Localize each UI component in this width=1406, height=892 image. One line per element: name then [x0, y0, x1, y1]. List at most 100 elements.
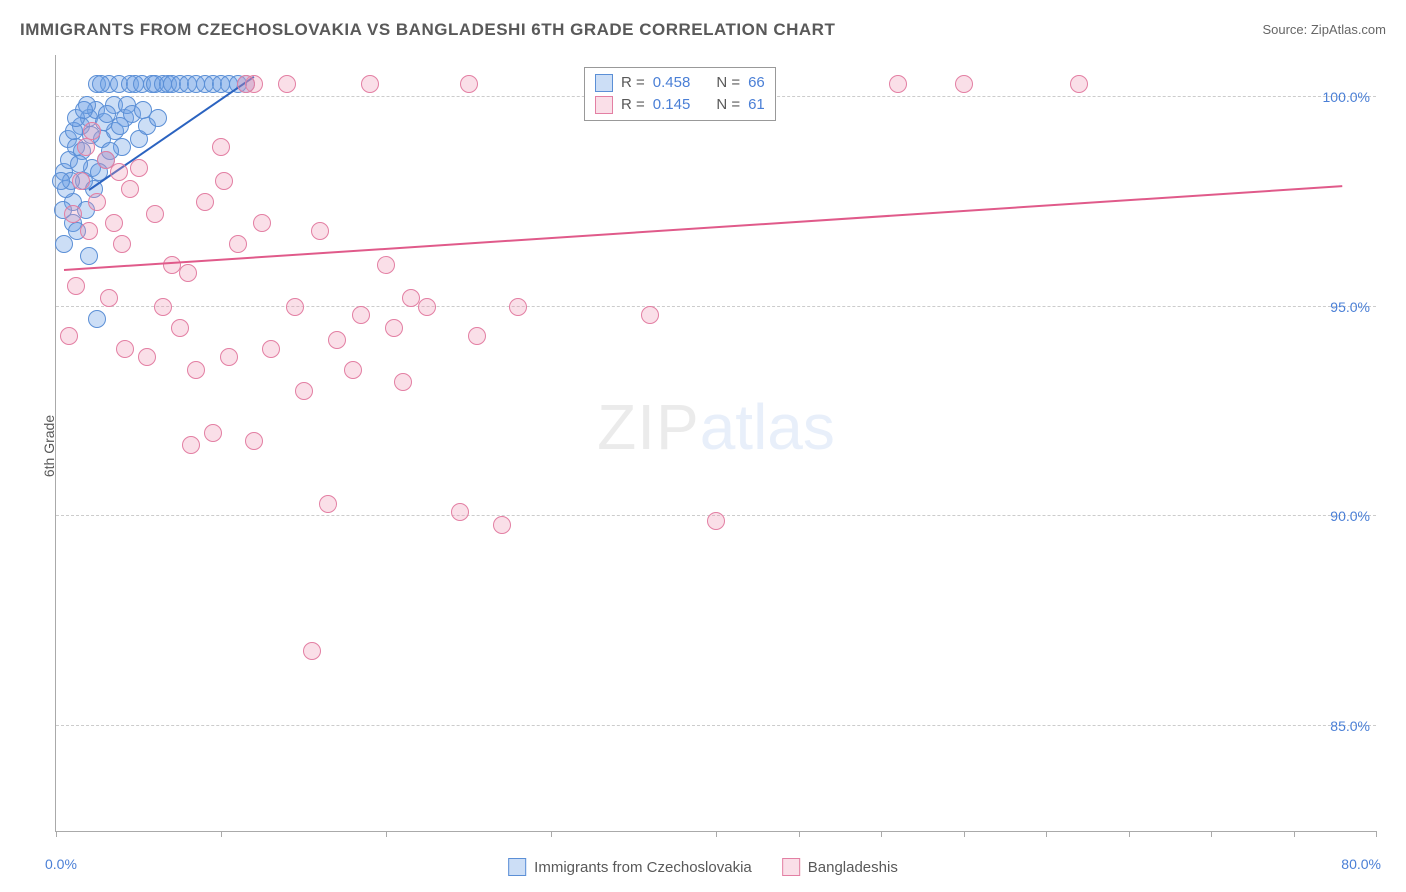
- scatter-point: [493, 516, 511, 534]
- scatter-point: [707, 512, 725, 530]
- scatter-point: [196, 193, 214, 211]
- x-tick: [881, 831, 882, 837]
- scatter-point: [262, 340, 280, 358]
- scatter-point: [295, 382, 313, 400]
- x-tick: [221, 831, 222, 837]
- legend-swatch: [782, 858, 800, 876]
- scatter-point: [83, 122, 101, 140]
- scatter-point: [220, 348, 238, 366]
- x-tick: [1046, 831, 1047, 837]
- chart-title: IMMIGRANTS FROM CZECHOSLOVAKIA VS BANGLA…: [20, 20, 835, 40]
- x-tick: [1211, 831, 1212, 837]
- stats-row: R = 0.145N = 61: [595, 94, 765, 116]
- scatter-point: [88, 310, 106, 328]
- scatter-point: [328, 331, 346, 349]
- stats-legend: R = 0.458N = 66R = 0.145N = 61: [584, 67, 776, 121]
- scatter-point: [1070, 75, 1088, 93]
- r-label: R =: [621, 96, 645, 113]
- scatter-point: [361, 75, 379, 93]
- scatter-point: [187, 361, 205, 379]
- scatter-point: [460, 75, 478, 93]
- scatter-point: [116, 340, 134, 358]
- legend-swatch: [595, 74, 613, 92]
- scatter-point: [278, 75, 296, 93]
- scatter-point: [105, 214, 123, 232]
- scatter-point: [146, 205, 164, 223]
- scatter-point: [138, 348, 156, 366]
- scatter-point: [55, 235, 73, 253]
- scatter-point: [67, 277, 85, 295]
- scatter-point: [134, 101, 152, 119]
- scatter-point: [88, 193, 106, 211]
- watermark: ZIPatlas: [597, 390, 835, 464]
- source-citation: Source: ZipAtlas.com: [1262, 22, 1386, 37]
- legend-label: Immigrants from Czechoslovakia: [534, 859, 752, 876]
- scatter-point: [468, 327, 486, 345]
- chart-container: IMMIGRANTS FROM CZECHOSLOVAKIA VS BANGLA…: [0, 0, 1406, 892]
- scatter-point: [212, 138, 230, 156]
- r-value: 0.458: [653, 74, 691, 91]
- watermark-atlas: atlas: [700, 391, 835, 463]
- scatter-point: [889, 75, 907, 93]
- source-prefix: Source:: [1262, 22, 1310, 37]
- source-link[interactable]: ZipAtlas.com: [1311, 22, 1386, 37]
- x-tick: [964, 831, 965, 837]
- scatter-point: [311, 222, 329, 240]
- scatter-point: [509, 298, 527, 316]
- scatter-point: [344, 361, 362, 379]
- x-tick: [1294, 831, 1295, 837]
- scatter-point: [955, 75, 973, 93]
- scatter-point: [77, 138, 95, 156]
- scatter-point: [171, 319, 189, 337]
- legend-item: Immigrants from Czechoslovakia: [508, 858, 752, 876]
- scatter-point: [418, 298, 436, 316]
- scatter-point: [215, 172, 233, 190]
- scatter-point: [80, 222, 98, 240]
- x-axis-max-label: 80.0%: [1341, 856, 1381, 872]
- scatter-point: [52, 172, 70, 190]
- scatter-point: [179, 264, 197, 282]
- x-axis-min-label: 0.0%: [45, 856, 77, 872]
- scatter-point: [402, 289, 420, 307]
- scatter-point: [75, 101, 93, 119]
- y-tick-label: 95.0%: [1330, 299, 1370, 315]
- bottom-legend: Immigrants from CzechoslovakiaBangladesh…: [508, 858, 898, 876]
- x-tick: [551, 831, 552, 837]
- scatter-point: [385, 319, 403, 337]
- plot-area: ZIPatlas 85.0%90.0%95.0%100.0%R = 0.458N…: [55, 55, 1376, 832]
- y-tick-label: 100.0%: [1323, 89, 1370, 105]
- scatter-point: [113, 235, 131, 253]
- scatter-point: [237, 75, 255, 93]
- scatter-point: [303, 642, 321, 660]
- scatter-point: [253, 214, 271, 232]
- y-tick-label: 90.0%: [1330, 508, 1370, 524]
- scatter-point: [163, 256, 181, 274]
- scatter-point: [64, 205, 82, 223]
- scatter-point: [204, 424, 222, 442]
- legend-swatch: [508, 858, 526, 876]
- x-tick: [716, 831, 717, 837]
- scatter-point: [245, 432, 263, 450]
- scatter-point: [377, 256, 395, 274]
- scatter-point: [319, 495, 337, 513]
- n-value: 61: [748, 96, 765, 113]
- x-tick: [1129, 831, 1130, 837]
- stats-row: R = 0.458N = 66: [595, 72, 765, 94]
- watermark-zip: ZIP: [597, 391, 700, 463]
- scatter-point: [72, 172, 90, 190]
- scatter-point: [110, 163, 128, 181]
- x-tick: [799, 831, 800, 837]
- scatter-point: [130, 159, 148, 177]
- y-tick-label: 85.0%: [1330, 718, 1370, 734]
- gridline: [56, 725, 1376, 726]
- scatter-point: [92, 75, 110, 93]
- scatter-point: [100, 289, 118, 307]
- scatter-point: [394, 373, 412, 391]
- scatter-point: [154, 298, 172, 316]
- gridline: [56, 306, 1376, 307]
- scatter-point: [352, 306, 370, 324]
- n-label: N =: [716, 96, 740, 113]
- x-tick: [1376, 831, 1377, 837]
- x-tick: [56, 831, 57, 837]
- scatter-point: [60, 327, 78, 345]
